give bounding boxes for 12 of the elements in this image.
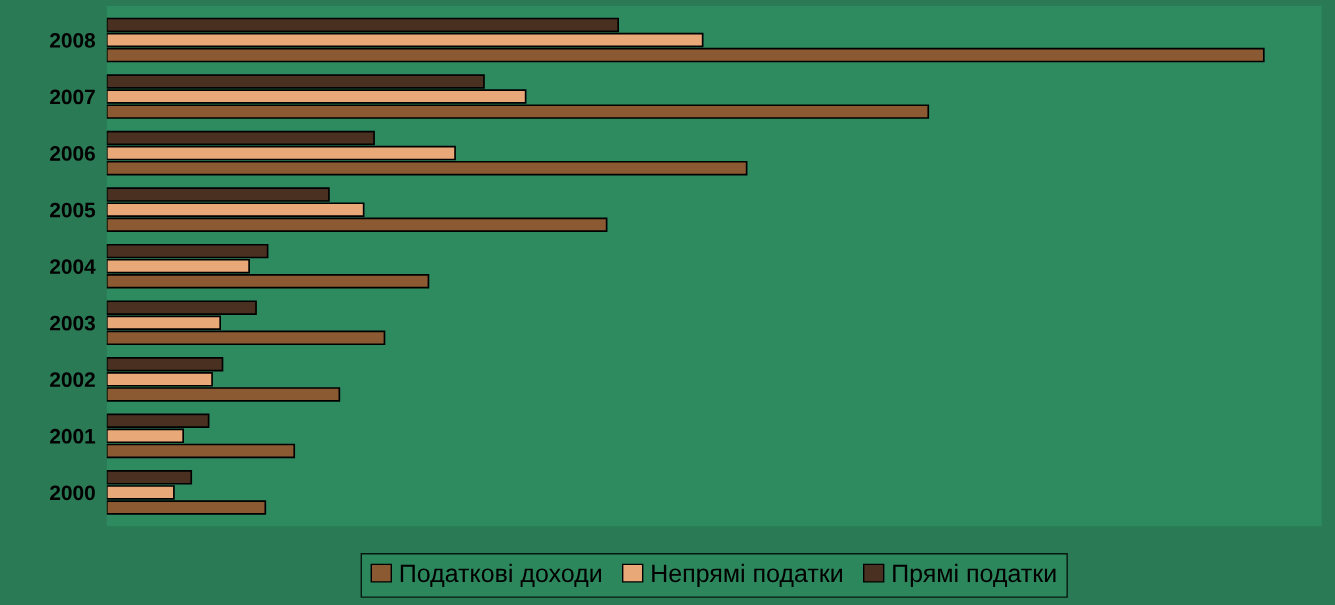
y-tick-label: 2006	[50, 146, 95, 161]
y-tick-label: 2007	[50, 89, 95, 105]
y-tick-label: 2003	[50, 315, 95, 331]
y-tick-label: 2000	[50, 485, 95, 501]
y-tick-label: 2001	[50, 428, 96, 444]
legend-label: Податкові доходи	[400, 563, 601, 587]
y-tick-label: 2002	[50, 372, 95, 388]
y-tick-label: 2008	[50, 32, 96, 48]
y-tick-label: 2005	[50, 202, 96, 218]
legend-label: Непрямі податки	[652, 563, 842, 588]
y-tick-label: 2004	[50, 259, 96, 274]
legend-label: Прямі податки	[893, 563, 1056, 588]
